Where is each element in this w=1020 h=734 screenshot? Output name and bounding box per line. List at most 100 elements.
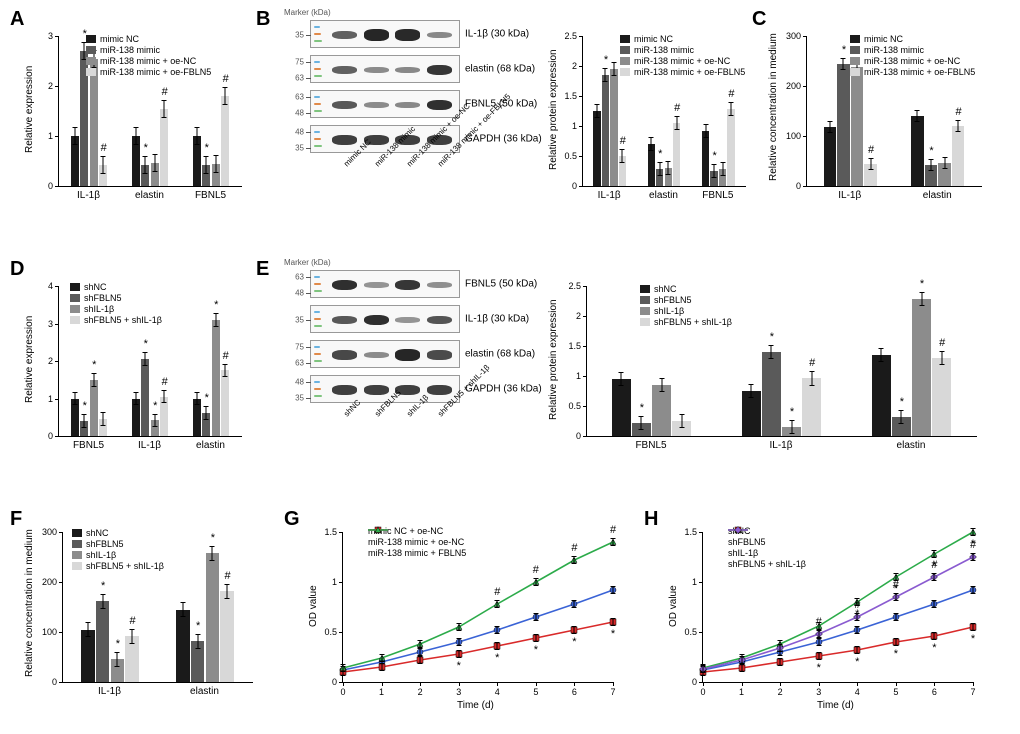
panel-D-chart: Relative expression01234****#**#FBNL5IL-… <box>26 278 251 473</box>
error-bar <box>225 364 226 378</box>
error-bar <box>87 622 88 637</box>
error-bar <box>215 313 216 327</box>
error-bar <box>420 640 421 648</box>
band <box>395 280 420 290</box>
legend-swatch <box>70 283 80 291</box>
legend-label: shNC <box>84 282 107 292</box>
y-tick-label: 3 <box>48 31 53 41</box>
band <box>364 385 389 395</box>
legend-swatch <box>70 294 80 302</box>
y-tick-label: 1.5 <box>564 91 577 101</box>
significance-marker: * <box>817 662 821 674</box>
bar <box>206 553 220 682</box>
error-bar <box>973 586 974 594</box>
significance-marker: * <box>900 396 904 408</box>
panel-B-chart: Relative protein expression00.511.522.5*… <box>550 28 755 223</box>
y-tick-label: 100 <box>786 131 801 141</box>
y-axis-label: OD value <box>668 585 679 627</box>
significance-marker: * <box>929 145 933 157</box>
y-tick-label: 0 <box>48 431 53 441</box>
band <box>427 350 452 359</box>
error-bar <box>497 642 498 650</box>
marker-label: 63 <box>295 273 304 282</box>
bar <box>221 96 229 186</box>
error-bar <box>613 618 614 626</box>
legend-swatch <box>640 285 650 293</box>
band <box>395 317 420 323</box>
error-bar <box>930 159 931 171</box>
y-tick-label: 0 <box>576 431 581 441</box>
marker-label: 63 <box>295 358 304 367</box>
error-bar <box>621 372 622 386</box>
band <box>395 102 420 109</box>
error-bar <box>973 623 974 631</box>
significance-marker: # <box>101 142 107 154</box>
y-tick-label: 300 <box>786 31 801 41</box>
error-bar <box>613 62 614 76</box>
significance-marker: # <box>893 579 899 591</box>
legend-label: miR-138 mimic <box>864 45 924 55</box>
legend-label: shFBLN5 + shIL-1β <box>86 561 164 571</box>
legend-item: miR-138 mimic + FBLN5 <box>368 548 466 558</box>
y-tick-label: 0 <box>692 677 697 687</box>
band <box>364 315 389 326</box>
error-bar <box>182 602 183 617</box>
marker-label: 35 <box>295 31 304 40</box>
significance-marker: # <box>931 559 937 571</box>
band <box>332 350 357 360</box>
y-tick-label: 2 <box>48 81 53 91</box>
error-bar <box>458 623 459 631</box>
bar <box>602 75 609 186</box>
bar <box>160 109 168 187</box>
group-label: elastin <box>923 190 952 201</box>
band <box>364 67 389 73</box>
group-label: IL-1β <box>77 190 100 201</box>
marker-title: Marker (kDa) <box>284 8 331 17</box>
band <box>332 385 357 395</box>
error-bar <box>659 162 660 176</box>
blot-target-label: IL-1β (30 kDa) <box>465 314 529 325</box>
y-tick-label: 0.5 <box>684 627 697 637</box>
error-bar <box>811 371 812 385</box>
x-tick-label: 5 <box>533 687 538 697</box>
panel-G-chart: OD value00.511.501234567*****####Time (d… <box>308 524 628 719</box>
y-tick-label: 1 <box>332 577 337 587</box>
error-bar <box>843 58 844 70</box>
significance-marker: # <box>225 570 231 582</box>
bar <box>702 131 709 186</box>
legend-swatch <box>850 46 860 54</box>
y-axis-label: Relative concentration in medium <box>24 530 35 678</box>
band <box>427 65 452 75</box>
error-bar <box>497 626 498 634</box>
y-tick-label: 1 <box>692 577 697 587</box>
band <box>332 280 357 291</box>
significance-marker: * <box>658 148 662 160</box>
legend-label: shIL-1β <box>86 550 116 560</box>
band <box>364 29 389 40</box>
x-tick-label: 0 <box>700 687 705 697</box>
x-tick-label: 7 <box>610 687 615 697</box>
y-tick-label: 0 <box>332 677 337 687</box>
error-bar <box>857 626 858 634</box>
legend: mimic NCmiR-138 mimicmiR-138 mimic + oe-… <box>86 34 211 78</box>
error-bar <box>818 652 819 660</box>
legend-label: shFBLN5 + shIL-1β <box>84 315 162 325</box>
significance-marker: * <box>211 532 215 544</box>
legend: shNCshFBLN5shIL-1βshFBLN5 + shIL-1β <box>640 284 732 328</box>
error-bar <box>681 414 682 428</box>
significance-marker: * <box>196 620 200 632</box>
bar <box>872 355 891 436</box>
group-label: FBNL5 <box>195 190 226 201</box>
bar <box>727 109 734 186</box>
error-bar <box>343 664 344 672</box>
x-tick-label: 6 <box>932 687 937 697</box>
error-bar <box>102 594 103 609</box>
blot-target-label: elastin (68 kDa) <box>465 349 535 360</box>
significance-marker: # <box>223 350 229 362</box>
error-bar <box>895 638 896 646</box>
error-bar <box>641 416 642 430</box>
error-bar <box>154 414 155 428</box>
significance-marker: * <box>640 402 644 414</box>
legend-label: shFBLN5 <box>654 295 692 305</box>
panel-H-chart: OD value00.511.501234567**********#####T… <box>668 524 988 719</box>
